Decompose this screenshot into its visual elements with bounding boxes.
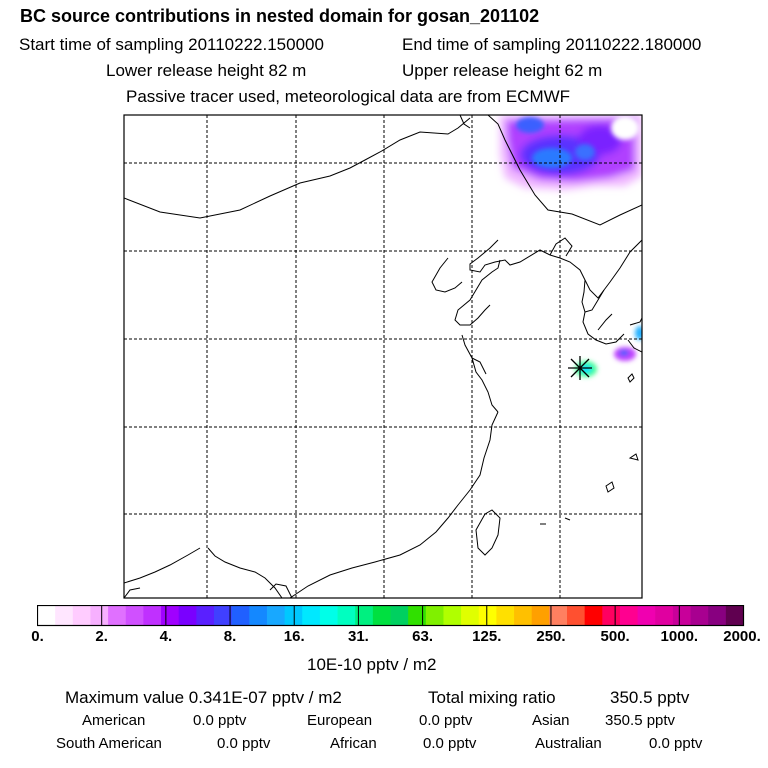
colorbar-cell	[655, 605, 674, 626]
colorbar-tick-label: 1000.	[660, 628, 699, 645]
colorbar-cell	[231, 605, 250, 626]
colorbar-cell	[637, 605, 656, 626]
colorbar-tick-label: 8.	[223, 628, 237, 645]
colorbar-cell	[108, 605, 127, 626]
colorbar-cell	[708, 605, 727, 626]
total-mixing-ratio-label: Total mixing ratio	[428, 688, 556, 707]
colorbar-unit-label: 10E-10 pptv / m2	[307, 655, 437, 674]
region-south-american-name: South American	[56, 735, 162, 752]
lat-lon-grid	[124, 115, 642, 598]
colorbar-cell	[72, 605, 91, 626]
colorbar-tick-label: 250.	[536, 628, 566, 645]
colorbar-tick-label: 63.	[412, 628, 434, 645]
colorbar-cell	[478, 605, 497, 626]
colorbar-cell	[90, 605, 109, 626]
colorbar-cell	[266, 605, 285, 626]
colorbar-cell	[319, 605, 338, 626]
colorbar-cell	[461, 605, 480, 626]
colorbar-cell	[602, 605, 621, 626]
start-time-label: Start time of sampling 20110222.150000	[19, 35, 324, 54]
colorbar-cell	[55, 605, 74, 626]
colorbar-cell	[725, 605, 744, 626]
region-american-name: American	[82, 712, 146, 729]
colorbar-cell	[514, 605, 533, 626]
colorbar-cell	[425, 605, 444, 626]
colorbar-tick-label: 2.	[95, 628, 108, 645]
colorbar-cell	[196, 605, 215, 626]
colorbar-cell	[496, 605, 515, 626]
colorbar-cell	[531, 605, 550, 626]
colorbar-cell	[143, 605, 162, 626]
colorbar-tick-label: 31.	[347, 628, 369, 645]
colorbar-tick-label: 125.	[472, 628, 502, 645]
region-asian-name: Asian	[532, 712, 570, 729]
map-frame	[123, 114, 643, 599]
coastlines-and-borders	[124, 115, 642, 598]
region-european-name: European	[307, 712, 373, 729]
end-time-label: End time of sampling 20110222.180000	[402, 35, 702, 54]
colorbar-tick-label: 500.	[600, 628, 630, 645]
colorbar-tick-label: 16.	[283, 628, 305, 645]
colorbar-cell	[214, 605, 233, 626]
colorbar-cell	[249, 605, 268, 626]
colorbar-cell	[125, 605, 144, 626]
colorbar-tick-label: 0.	[31, 628, 44, 645]
region-asian-value: 350.5 pptv	[605, 712, 676, 729]
lower-release-height: Lower release height 82 m	[106, 61, 307, 80]
colorbar-tick-label: 4.	[159, 628, 173, 645]
colorbar-cell	[355, 605, 374, 626]
colorbar-cell	[372, 605, 391, 626]
region-african-value: 0.0 pptv	[423, 735, 477, 752]
colorbar-cell	[302, 605, 321, 626]
colorbar-cell	[567, 605, 586, 626]
map-panel	[123, 114, 643, 599]
tracer-note: Passive tracer used, meteorological data…	[126, 87, 571, 106]
region-american-value: 0.0 pptv	[193, 712, 247, 729]
colorbar-cell	[619, 605, 638, 626]
colorbar-cell	[390, 605, 409, 626]
upper-release-height: Upper release height 62 m	[402, 61, 603, 80]
region-australian-value: 0.0 pptv	[649, 735, 703, 752]
region-european-value: 0.0 pptv	[419, 712, 473, 729]
colorbar-cell	[443, 605, 462, 626]
colorbar-cell	[284, 605, 303, 626]
colorbar-cell	[337, 605, 356, 626]
colorbar-tick-label: 2000.	[723, 628, 761, 645]
colorbar-cell	[161, 605, 180, 626]
total-mixing-ratio-value: 350.5 pptv	[610, 688, 690, 707]
colorbar-cell	[408, 605, 427, 626]
colorbar-cell	[672, 605, 691, 626]
colorbar-cell	[178, 605, 197, 626]
region-african-name: African	[330, 735, 377, 752]
max-value-label: Maximum value 0.341E-07 pptv / m2	[65, 688, 342, 707]
colorbar-cell	[549, 605, 568, 626]
colorbar	[37, 605, 745, 627]
plot-title: BC source contributions in nested domain…	[20, 6, 540, 26]
region-south-american-value: 0.0 pptv	[217, 735, 271, 752]
colorbar-cell	[690, 605, 709, 626]
receptor-marker	[568, 356, 592, 380]
colorbar-cell	[37, 605, 56, 626]
colorbar-cell	[584, 605, 603, 626]
region-australian-name: Australian	[535, 735, 602, 752]
